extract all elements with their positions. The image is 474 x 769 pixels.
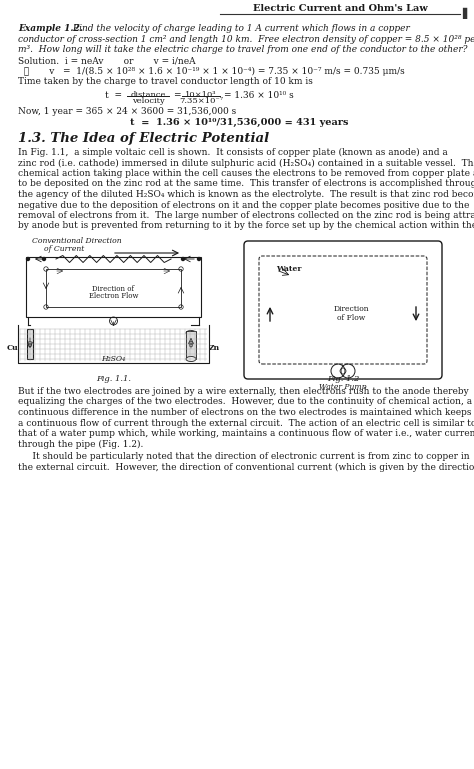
Text: conductor of cross-section 1 cm² and length 10 km.  Free electron density of cop: conductor of cross-section 1 cm² and len…	[18, 35, 474, 44]
Text: chemical action taking place within the cell causes the electrons to be removed : chemical action taking place within the …	[18, 169, 474, 178]
Text: Time taken by the charge to travel conductor length of 10 km is: Time taken by the charge to travel condu…	[18, 78, 313, 86]
Bar	[46, 269, 181, 307]
Text: distance: distance	[130, 91, 166, 99]
Text: = 1.36 × 10¹⁰ s: = 1.36 × 10¹⁰ s	[224, 92, 294, 101]
Text: Water Pump: Water Pump	[319, 383, 367, 391]
Ellipse shape	[186, 357, 196, 361]
Text: Cu: Cu	[6, 344, 18, 352]
Text: Electron Flow: Electron Flow	[89, 292, 138, 300]
Text: of Current: of Current	[44, 245, 84, 253]
Text: t  =: t =	[105, 92, 122, 101]
Bar	[186, 331, 196, 359]
Text: continuous difference in the number of electrons on the two electrodes is mainta: continuous difference in the number of e…	[18, 408, 474, 417]
Text: negative due to the deposition of electrons on it and the copper plate becomes p: negative due to the deposition of electr…	[18, 201, 469, 209]
Text: Now, 1 year = 365 × 24 × 3600 = 31,536,000 s: Now, 1 year = 365 × 24 × 3600 = 31,536,0…	[18, 107, 236, 116]
Text: H₂SO₄: H₂SO₄	[101, 355, 126, 363]
Text: the external circuit.  However, the direction of conventional current (which is : the external circuit. However, the direc…	[18, 462, 474, 471]
Text: t  =  1.36 × 10¹⁰/31,536,000 = 431 years: t = 1.36 × 10¹⁰/31,536,000 = 431 years	[130, 118, 348, 127]
Text: Fig. 1.2: Fig. 1.2	[327, 375, 359, 383]
Text: Solution.  i = neAv       or       v = i/neA: Solution. i = neAv or v = i/neA	[18, 56, 196, 65]
Bar	[26, 257, 201, 317]
Text: ▌: ▌	[462, 8, 471, 19]
Text: 1.3. The Idea of Electric Potential: 1.3. The Idea of Electric Potential	[18, 132, 269, 145]
Text: velocity: velocity	[132, 97, 164, 105]
Text: ∴       v   =  1/(8.5 × 10²⁸ × 1.6 × 10⁻¹⁹ × 1 × 10⁻⁴) = 7.35 × 10⁻⁷ m/s = 0.735: ∴ v = 1/(8.5 × 10²⁸ × 1.6 × 10⁻¹⁹ × 1 × …	[18, 67, 405, 76]
Text: Direction of: Direction of	[92, 285, 135, 293]
Text: 7.35×10⁻⁷: 7.35×10⁻⁷	[179, 97, 223, 105]
Text: 10×10³: 10×10³	[185, 91, 217, 99]
Text: Direction: Direction	[333, 305, 369, 313]
Text: a continuous flow of current through the external circuit.  The action of an ele: a continuous flow of current through the…	[18, 418, 474, 428]
Circle shape	[198, 258, 201, 261]
Ellipse shape	[186, 331, 196, 335]
Text: But if the two electrodes are joined by a wire externally, then electrons rush t: But if the two electrodes are joined by …	[18, 387, 469, 396]
Text: =: =	[173, 92, 181, 101]
Text: Conventional Direction: Conventional Direction	[32, 237, 122, 245]
Circle shape	[27, 258, 29, 261]
Text: equalizing the charges of the two electrodes.  However, due to the continuity of: equalizing the charges of the two electr…	[18, 398, 472, 407]
Text: Water: Water	[276, 265, 301, 273]
Bar	[27, 329, 33, 359]
Text: In Fig. 1.1,  a simple voltaic cell is shown.  It consists of copper plate (know: In Fig. 1.1, a simple voltaic cell is sh…	[18, 148, 448, 157]
Text: Zn: Zn	[209, 344, 220, 352]
Text: Fig. 1.1.: Fig. 1.1.	[96, 375, 131, 383]
Text: Example 1.2.: Example 1.2.	[18, 24, 83, 33]
Text: m³.  How long will it take the electric charge to travel from one end of the con: m³. How long will it take the electric c…	[18, 45, 467, 54]
Text: through the pipe (Fig. 1.2).: through the pipe (Fig. 1.2).	[18, 440, 143, 448]
Text: Electric Current and Ohm's Law: Electric Current and Ohm's Law	[253, 4, 428, 13]
Text: Find the velocity of charge leading to 1 A current which flows in a copper: Find the velocity of charge leading to 1…	[70, 24, 410, 33]
Text: zinc rod (i.e. cathode) immersed in dilute sulphuric acid (H₂SO₄) contained in a: zinc rod (i.e. cathode) immersed in dilu…	[18, 158, 474, 168]
Text: that of a water pump which, while working, maintains a continuous flow of water : that of a water pump which, while workin…	[18, 429, 474, 438]
Text: It should be particularly noted that the direction of electronic current is from: It should be particularly noted that the…	[18, 452, 470, 461]
Text: of Flow: of Flow	[337, 314, 365, 322]
Circle shape	[182, 258, 184, 261]
Text: removal of electrons from it.  The large number of electrons collected on the zi: removal of electrons from it. The large …	[18, 211, 474, 220]
Text: to be deposited on the zinc rod at the same time.  This transfer of electrons is: to be deposited on the zinc rod at the s…	[18, 179, 474, 188]
Text: the agency of the diluted H₂SO₄ which is known as the electrolyte.  The result i: the agency of the diluted H₂SO₄ which is…	[18, 190, 474, 199]
Text: by anode but is prevented from returning to it by the force set up by the chemic: by anode but is prevented from returning…	[18, 221, 474, 231]
Circle shape	[43, 258, 46, 261]
